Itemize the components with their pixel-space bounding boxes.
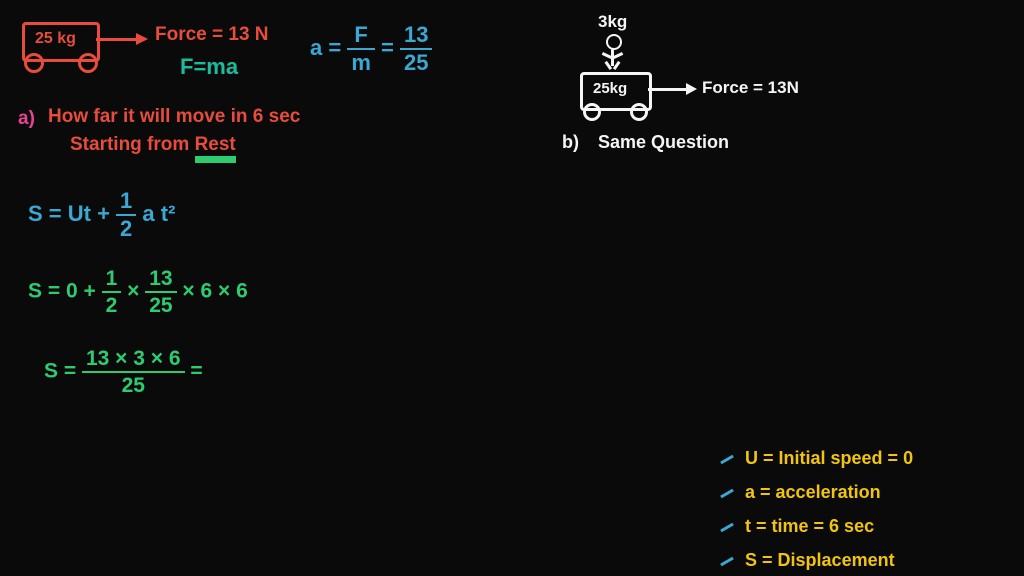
sub-13: 13: [145, 268, 176, 293]
legend-u: U = Initial speed = 0: [720, 448, 913, 469]
frac-25: 25: [400, 50, 432, 74]
simplify-den: 25: [82, 373, 185, 396]
cart-a-wheel-1: [24, 53, 44, 73]
part-a-line2: Starting from Rest: [70, 134, 236, 156]
frac-fm: F m: [347, 24, 375, 74]
cart-a-arrow: [96, 38, 138, 41]
a-eq: a =: [310, 35, 341, 60]
suvat-eq: S = Ut + 1 2 a t²: [28, 190, 175, 240]
simplify-eq: S = 13 × 3 × 6 25 =: [44, 348, 203, 396]
suvat-atsq: a t²: [142, 201, 175, 226]
suvat-half-d: 2: [116, 216, 136, 240]
cart-a-wheel-2: [78, 53, 98, 73]
cart-b-arrow: [648, 88, 688, 91]
legend-s: S = Displacement: [720, 550, 895, 571]
part-a-rest: Rest: [195, 134, 236, 160]
stick-leg-r: [613, 61, 620, 70]
part-b-label: b): [562, 132, 579, 153]
legend-u-text: U = Initial speed = 0: [745, 448, 913, 468]
legend-s-text: S = Displacement: [745, 550, 895, 570]
sub-half: 1 2: [102, 268, 122, 316]
cart-b-wheel-1: [583, 103, 601, 121]
sub-1325: 13 25: [145, 268, 176, 316]
sub-eq: S = 0 + 1 2 × 13 25 × 6 × 6: [28, 268, 248, 316]
stick-arm-r: [613, 52, 623, 58]
part-a-label: a): [18, 108, 35, 130]
frac-13: 13: [400, 24, 432, 50]
simplify-frac: 13 × 3 × 6 25: [82, 348, 185, 396]
sub-x1: ×: [127, 280, 145, 303]
a-eq2: =: [381, 35, 394, 60]
part-a-starting: Starting from: [70, 134, 189, 155]
suvat-half: 1 2: [116, 190, 136, 240]
fma-formula: F=ma: [180, 54, 238, 80]
tick-icon: [720, 556, 734, 566]
legend-a: a = acceleration: [720, 482, 881, 503]
force-b-label: Force = 13N: [702, 78, 799, 98]
sub-half-n: 1: [102, 268, 122, 293]
sub-lhs: S = 0 +: [28, 280, 102, 303]
simplify-lhs: S =: [44, 360, 82, 383]
sub-half-d: 2: [102, 293, 122, 316]
tick-icon: [720, 454, 734, 464]
cart-b-arrow-head: [686, 83, 697, 95]
accel-formula: a = F m = 13 25: [310, 24, 432, 74]
legend-t-text: t = time = 6 sec: [745, 516, 874, 536]
suvat-half-n: 1: [116, 190, 136, 216]
cart-b-mass: 25kg: [593, 80, 627, 97]
frac-f: F: [347, 24, 375, 50]
legend-a-text: a = acceleration: [745, 482, 881, 502]
simplify-eq2: =: [190, 360, 202, 383]
stick-head: [606, 34, 622, 50]
cart-a-arrow-head: [136, 33, 148, 45]
simplify-num: 13 × 3 × 6: [82, 348, 185, 373]
cart-b-wheel-2: [630, 103, 648, 121]
tick-icon: [720, 488, 734, 498]
cart-a-mass: 25 kg: [35, 30, 76, 47]
part-b-text: Same Question: [598, 132, 729, 153]
legend-t: t = time = 6 sec: [720, 516, 874, 537]
cart-b-topmass: 3kg: [598, 12, 627, 32]
sub-tail: × 6 × 6: [182, 280, 247, 303]
frac-1325: 13 25: [400, 24, 432, 74]
part-a-line1: How far it will move in 6 sec: [48, 106, 300, 128]
sub-25: 25: [145, 293, 176, 316]
suvat-lhs: S = Ut +: [28, 201, 116, 226]
tick-icon: [720, 522, 734, 532]
force-a-label: Force = 13 N: [155, 24, 269, 46]
frac-m: m: [347, 50, 375, 74]
